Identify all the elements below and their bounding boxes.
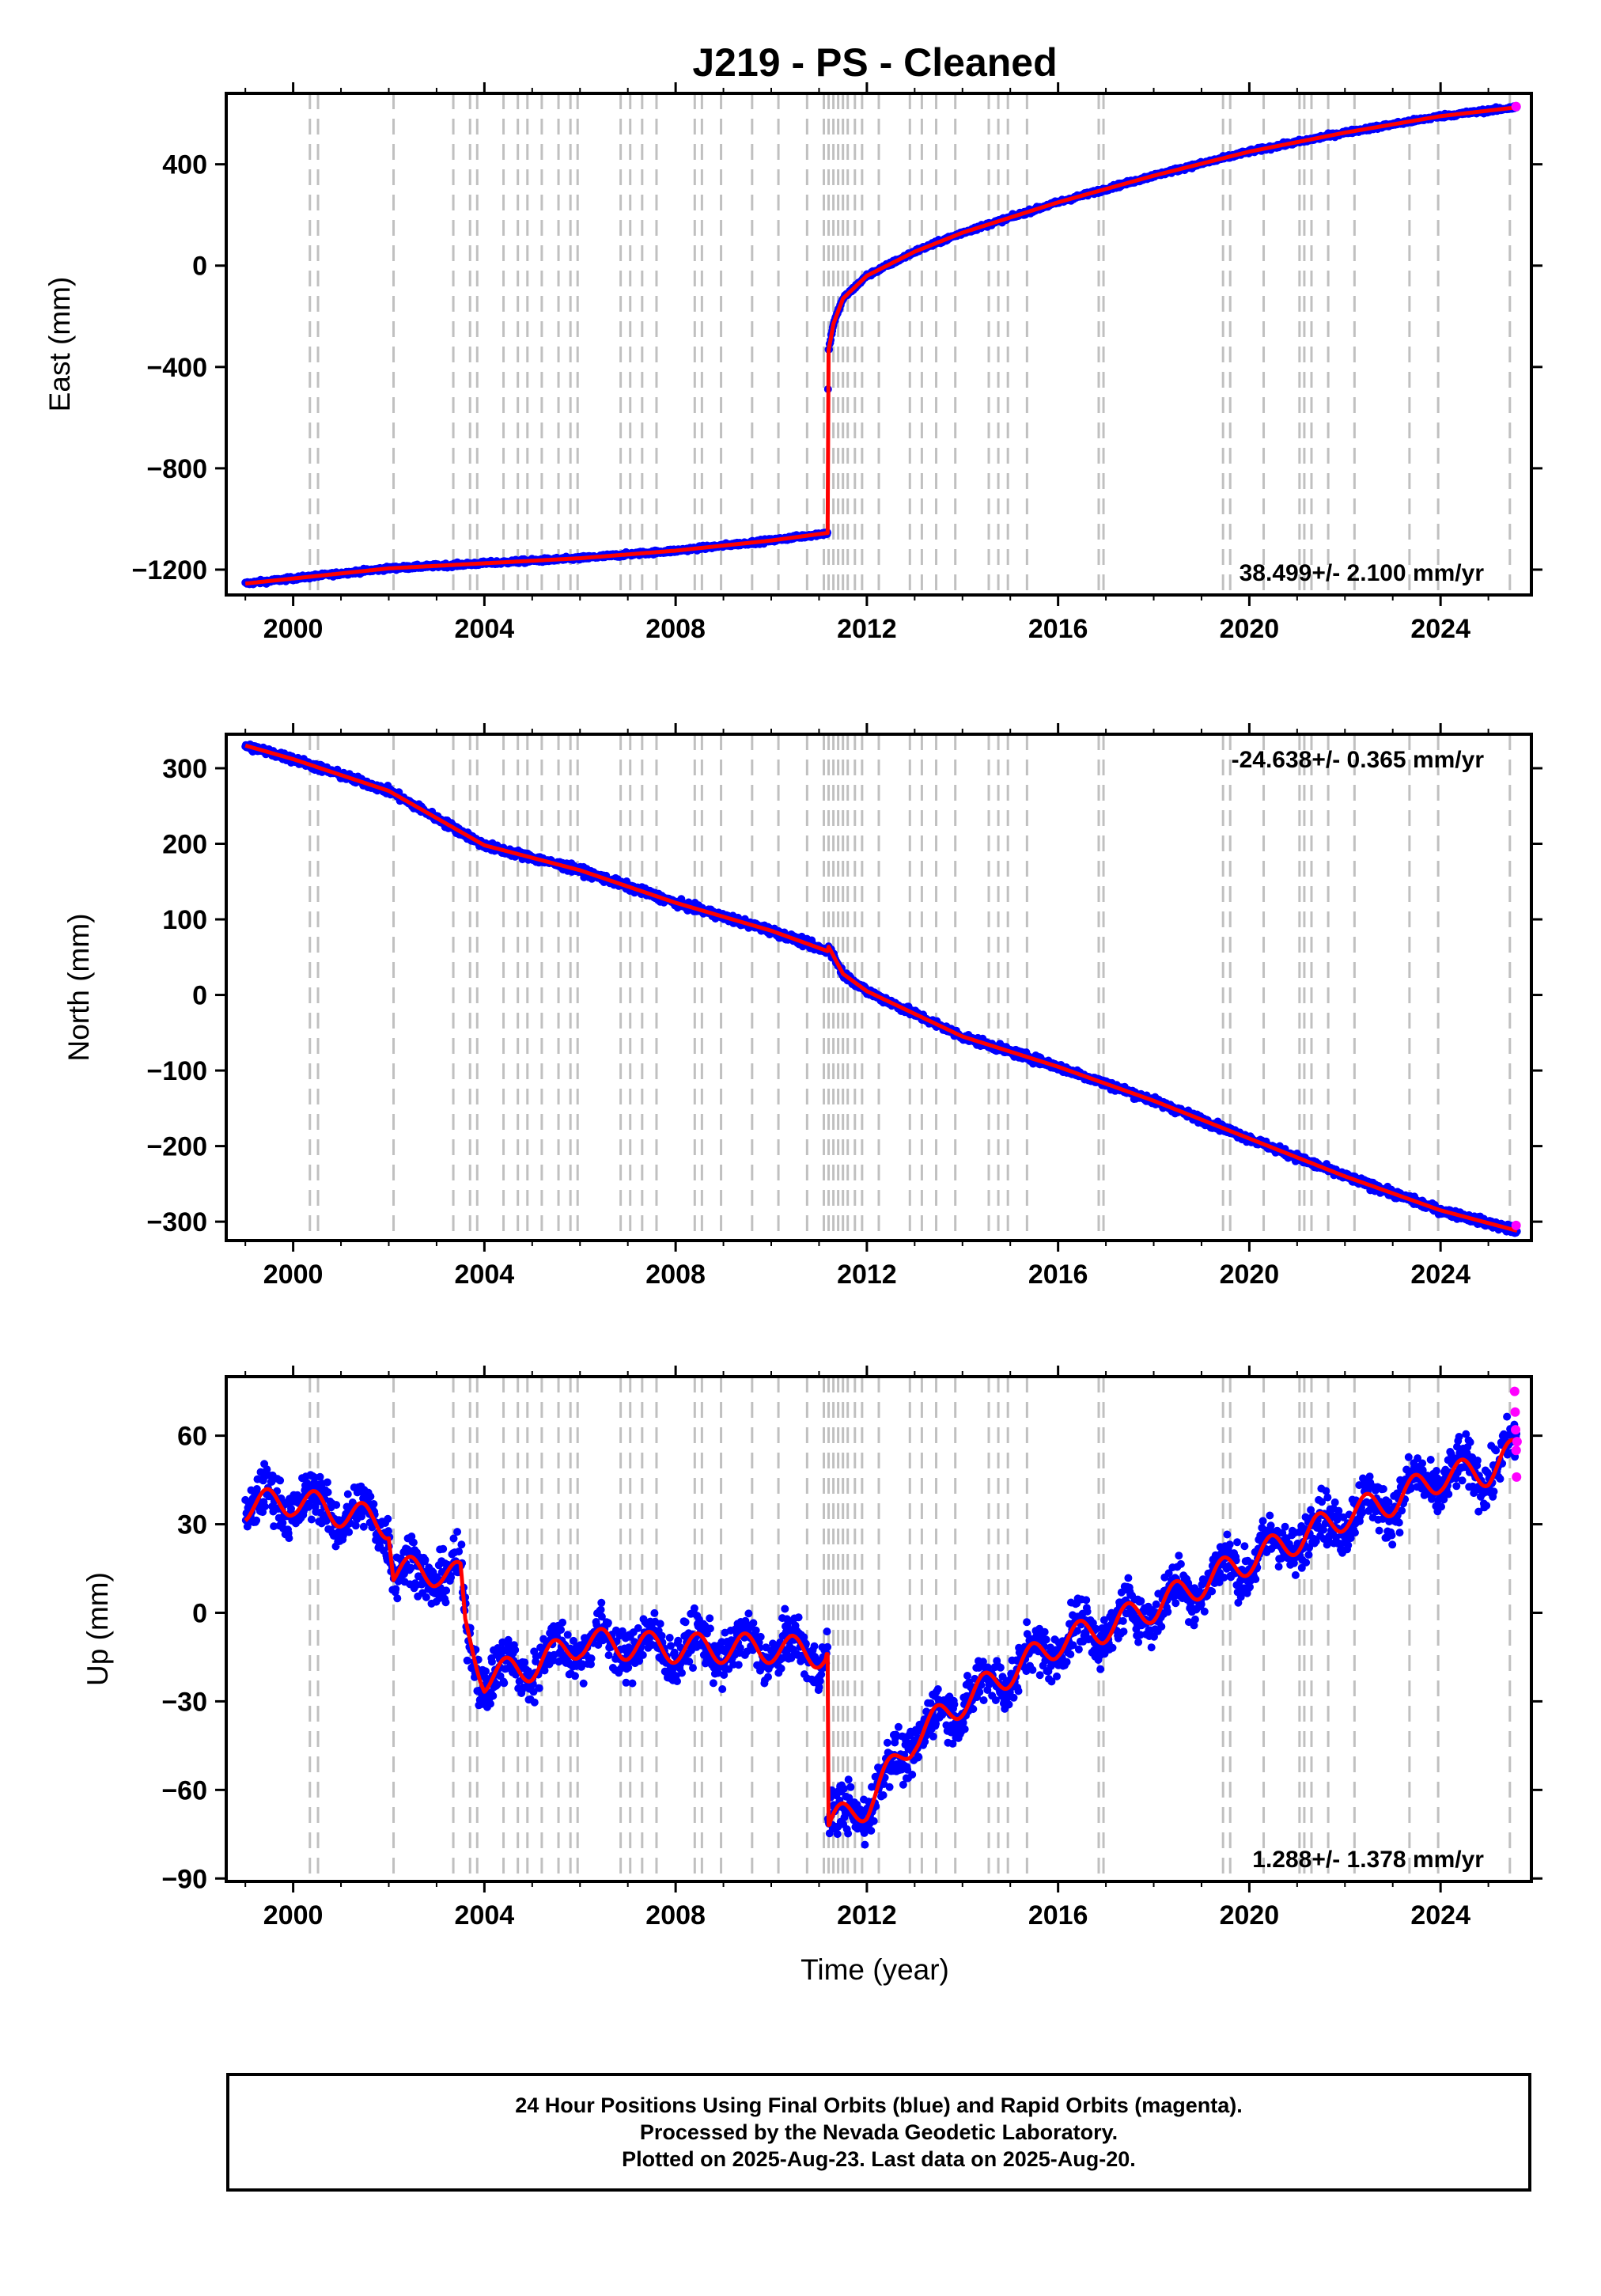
x-tick-label: 2008 bbox=[645, 1260, 706, 1290]
x-tick-label: 2024 bbox=[1410, 1260, 1470, 1290]
rapid-orbit-point bbox=[1511, 101, 1521, 112]
x-tick-label: 2020 bbox=[1220, 1260, 1280, 1290]
x-tick-label: 2004 bbox=[455, 614, 515, 644]
y-tick-label: −1200 bbox=[132, 555, 208, 585]
y-tick-label: −300 bbox=[146, 1207, 207, 1237]
rapid-orbit-point bbox=[1512, 1472, 1522, 1482]
rate-annotation: 38.499+/- 2.100 mm/yr bbox=[1240, 560, 1485, 586]
plot-area bbox=[241, 93, 1521, 595]
panel-east: 2000 2004 2008 2012 2016 2020 2024 −1200 −800 −40… bbox=[44, 82, 1542, 644]
y-tick-label: −100 bbox=[146, 1056, 207, 1086]
y-axis-title: East (mm) bbox=[44, 277, 76, 412]
plot-area bbox=[241, 1377, 1522, 1881]
rapid-orbit-point bbox=[1511, 1220, 1521, 1230]
rapid-orbit-point bbox=[1511, 1425, 1521, 1435]
x-tick-label: 2004 bbox=[455, 1260, 515, 1290]
x-tick-label: 2024 bbox=[1410, 1900, 1470, 1930]
y-tick-label: 0 bbox=[192, 981, 207, 1011]
y-tick-label: 30 bbox=[177, 1510, 207, 1540]
panel-frame bbox=[225, 733, 1533, 1242]
x-tick-label: 2012 bbox=[837, 614, 897, 644]
y-tick-label: 0 bbox=[192, 1598, 207, 1628]
y-tick-label: −200 bbox=[146, 1132, 207, 1162]
footer-line-2: Processed by the Nevada Geodetic Laborat… bbox=[639, 2120, 1118, 2144]
footer-line-1: 24 Hour Positions Using Final Orbits (bl… bbox=[515, 2093, 1243, 2117]
x-tick-label: 2020 bbox=[1220, 614, 1280, 644]
footer-line-3: Plotted on 2025-Aug-23. Last data on 202… bbox=[622, 2147, 1136, 2171]
x-tick-label: 2016 bbox=[1028, 1900, 1088, 1930]
figure-title: J219 - PS - Cleaned bbox=[692, 40, 1057, 85]
model-trend-line bbox=[244, 1438, 1519, 1828]
y-tick-label: 300 bbox=[162, 754, 207, 784]
x-tick-label: 2024 bbox=[1410, 614, 1470, 644]
y-tick-label: −90 bbox=[161, 1864, 207, 1894]
y-tick-label: 100 bbox=[162, 905, 207, 935]
x-tick-label: 2012 bbox=[837, 1900, 897, 1930]
y-tick-label: 0 bbox=[192, 252, 207, 282]
x-tick-label: 2016 bbox=[1028, 1260, 1088, 1290]
model-trend-line bbox=[244, 743, 1519, 1233]
panels-container: 2000 2004 2008 2012 2016 2020 2024−1200−800−40… bbox=[44, 82, 1542, 1930]
y-tick-label: 400 bbox=[162, 150, 207, 180]
x-tick-label: 2016 bbox=[1028, 614, 1088, 644]
panel-frame bbox=[225, 92, 1533, 597]
model-trend-line bbox=[244, 105, 1519, 586]
rapid-orbit-point bbox=[1509, 1386, 1520, 1396]
rapid-orbit-point bbox=[1511, 1445, 1521, 1456]
panel-up: 2000 2004 2008 2012 2016 2020 2024 −90 −60 −30 0 30… bbox=[81, 1366, 1542, 1930]
x-tick-label: 2000 bbox=[263, 1260, 324, 1290]
panel-north: 2000 2004 2008 2012 2016 2020 2024−300−200−100… bbox=[62, 723, 1542, 1290]
y-tick-label: 200 bbox=[162, 830, 207, 860]
x-tick-label: 2020 bbox=[1220, 1900, 1280, 1930]
y-tick-label: −30 bbox=[161, 1687, 207, 1717]
x-tick-label: 2012 bbox=[837, 1260, 897, 1290]
x-tick-label: 2008 bbox=[645, 1900, 706, 1930]
rapid-orbit-point bbox=[1510, 1407, 1520, 1417]
x-axis-title: Time (year) bbox=[800, 1953, 949, 1986]
rapid-orbit-point bbox=[1512, 1437, 1522, 1447]
footer-notes-box: 24 Hour Positions Using Final Orbits (bl… bbox=[226, 2073, 1531, 2192]
y-tick-label: −800 bbox=[146, 454, 207, 484]
y-tick-label: −60 bbox=[161, 1775, 207, 1805]
y-axis-title: North (mm) bbox=[62, 913, 95, 1061]
x-tick-label: 2008 bbox=[645, 614, 706, 644]
x-tick-label: 2000 bbox=[263, 1900, 324, 1930]
plot-area bbox=[241, 734, 1521, 1241]
rate-annotation: -24.638+/- 0.365 mm/yr bbox=[1232, 747, 1485, 773]
y-axis-title: Up (mm) bbox=[81, 1572, 114, 1686]
y-tick-label: 60 bbox=[177, 1422, 207, 1452]
x-tick-label: 2000 bbox=[263, 614, 324, 644]
y-tick-label: −400 bbox=[146, 353, 207, 383]
panel-frame bbox=[225, 1375, 1533, 1883]
x-tick-label: 2004 bbox=[455, 1900, 515, 1930]
rate-annotation: 1.288+/- 1.378 mm/yr bbox=[1252, 1847, 1484, 1873]
